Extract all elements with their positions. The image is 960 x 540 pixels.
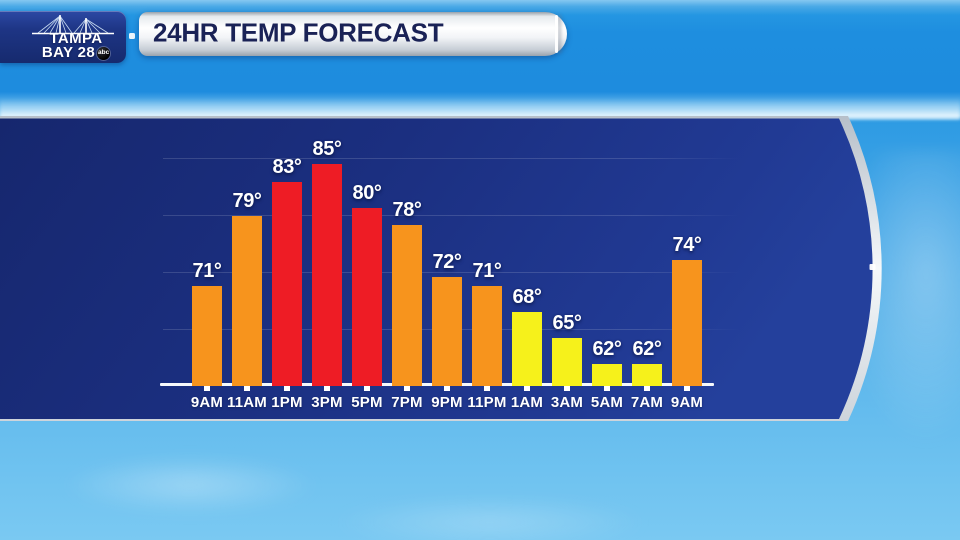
gridline — [163, 272, 740, 273]
tick-mark — [604, 386, 610, 391]
temp-bar — [472, 286, 502, 386]
bar-group: 71° — [187, 260, 227, 391]
temp-bar — [632, 364, 662, 386]
bar-value-label: 71° — [192, 260, 222, 282]
page-title: 24HR TEMP FORECAST — [153, 17, 444, 48]
bar-value-label: 85° — [312, 138, 342, 160]
bar-value-label: 65° — [552, 312, 582, 334]
x-axis-label: 3AM — [550, 394, 584, 411]
bar-group: 68° — [507, 286, 547, 391]
gridline — [163, 215, 740, 216]
temp-bar — [592, 364, 622, 386]
x-axis-label: 9PM — [431, 394, 463, 411]
x-axis-label: 5AM — [590, 394, 624, 411]
temp-bar — [432, 277, 462, 386]
bar-group: 62° — [627, 338, 667, 391]
bar-value-label: 62° — [592, 338, 622, 360]
cloud — [330, 495, 650, 540]
tick-mark — [364, 386, 370, 391]
bar-value-label: 78° — [392, 199, 422, 221]
edge-dot — [869, 264, 876, 270]
bar-group: 62° — [587, 338, 627, 391]
bar-value-label: 62° — [632, 338, 662, 360]
temp-bar — [552, 338, 582, 386]
bar-value-label: 72° — [432, 251, 462, 273]
temp-bar — [232, 216, 262, 386]
abc-network-icon: abc — [97, 46, 111, 60]
temp-bar — [312, 164, 342, 386]
tick-mark — [204, 386, 210, 391]
x-axis-label: 1AM — [510, 394, 544, 411]
bar-group: 65° — [547, 312, 587, 391]
bar-value-label: 74° — [672, 234, 702, 256]
tick-mark — [404, 386, 410, 391]
station-name-line2: BAY 28 — [41, 44, 96, 61]
x-axis-label: 1PM — [271, 394, 303, 411]
tick-mark — [444, 386, 450, 391]
cloud-band — [0, 98, 960, 120]
bar-value-label: 79° — [232, 190, 262, 212]
x-axis-label: 3PM — [311, 394, 343, 411]
temp-bar — [192, 286, 222, 386]
bar-value-label: 68° — [512, 286, 542, 308]
station-logo-plate: TAMPA BAY 28 abc — [0, 11, 126, 63]
tick-mark — [684, 386, 690, 391]
temp-bar — [512, 312, 542, 386]
x-axis-label: 7PM — [391, 394, 423, 411]
bar-group: 72° — [427, 251, 467, 391]
cloud — [60, 455, 320, 515]
station-name-line1: TAMPA — [49, 30, 103, 47]
tick-mark — [324, 386, 330, 391]
bar-group: 74° — [667, 234, 707, 391]
bar-value-label: 80° — [352, 182, 382, 204]
temp-bar — [672, 260, 702, 386]
x-axis-label: 11PM — [467, 394, 507, 411]
title-banner: 24HR TEMP FORECAST — [139, 12, 567, 56]
bar-group: 71° — [467, 260, 507, 391]
tick-mark — [244, 386, 250, 391]
station-name: TAMPA BAY 28 abc — [28, 30, 124, 61]
bar-value-label: 71° — [472, 260, 502, 282]
tick-mark — [524, 386, 530, 391]
bar-group: 79° — [227, 190, 267, 391]
bar-group: 85° — [307, 138, 347, 391]
bar-group: 78° — [387, 199, 427, 391]
temp-bar — [272, 182, 302, 386]
x-axis-label: 9AM — [190, 394, 224, 411]
temp-bar — [352, 208, 382, 386]
bar-group: 83° — [267, 156, 307, 391]
bridge-icon — [32, 15, 114, 35]
bar-value-label: 83° — [272, 156, 302, 178]
tick-mark — [564, 386, 570, 391]
temp-bar — [392, 225, 422, 386]
tick-mark — [484, 386, 490, 391]
x-axis-label: 9AM — [670, 394, 704, 411]
x-axis-label: 7AM — [630, 394, 664, 411]
separator-dot — [129, 33, 135, 39]
x-axis-label: 5PM — [351, 394, 383, 411]
tick-mark — [644, 386, 650, 391]
bar-group: 80° — [347, 182, 387, 391]
gridline — [163, 158, 740, 159]
tick-mark — [284, 386, 290, 391]
x-axis-label: 11AM — [227, 394, 267, 411]
